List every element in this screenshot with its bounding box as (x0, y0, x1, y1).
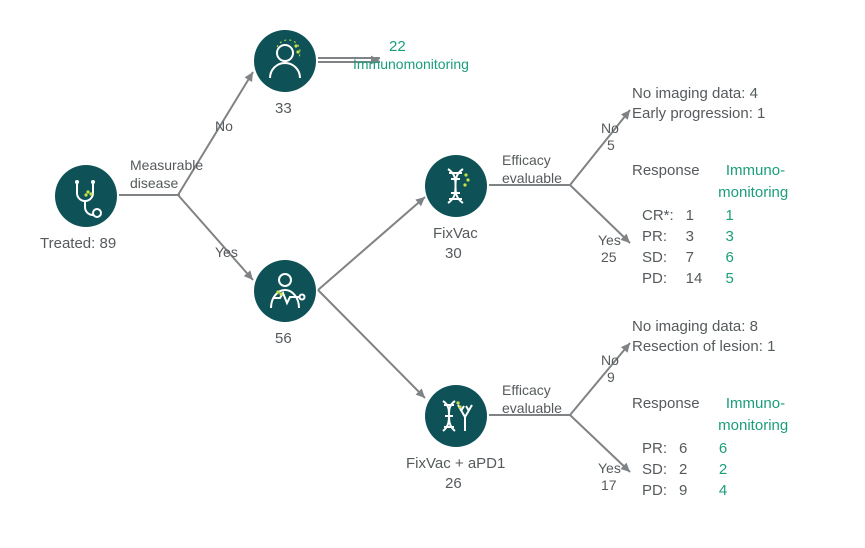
label-33: 33 (275, 100, 292, 117)
hdr-immuno-bot2: monitoring (718, 417, 788, 434)
label-yes3: Yes (598, 460, 621, 476)
label-imm22l: Immunomonitoring (353, 56, 469, 72)
node-fixvac-apd1 (425, 385, 487, 447)
top-response-table: CR*:11PR:33SD:76PD:145 (636, 205, 750, 289)
hdr-immuno-bot1: Immuno- (726, 395, 785, 412)
label-eff2b: evaluable (502, 400, 562, 416)
bot-no-0: No imaging data: 8 (632, 318, 758, 335)
top-table-header: Response Immuno- monitoring (632, 160, 788, 204)
node-yes-measurable (254, 260, 316, 322)
label-eff1b: evaluable (502, 170, 562, 186)
label-56: 56 (275, 330, 292, 347)
top-no-0: No imaging data: 4 (632, 85, 758, 102)
hdr-immuno-top2: monitoring (718, 184, 788, 201)
label-yes2v: 25 (601, 249, 617, 265)
label-treated: Treated: 89 (40, 235, 116, 252)
label-yes3v: 17 (601, 477, 617, 493)
label-imm22: 22 (389, 38, 406, 55)
hdr-response-top: Response (632, 162, 700, 179)
label-no2v: 5 (607, 137, 615, 153)
label-eff1a: Efficacy (502, 152, 551, 168)
label-disease: disease (130, 175, 178, 191)
label-no1: No (215, 118, 233, 134)
label-fixvac-top: FixVac (433, 225, 478, 242)
flowchart-stage: { "colors": { "node_fill": "#0e5257", "n… (0, 0, 865, 548)
bot-response-table: PR:66SD:22PD:94 (636, 438, 743, 501)
label-fixvac-apd1-top: FixVac + aPD1 (406, 455, 505, 472)
bot-no-1: Resection of lesion: 1 (632, 338, 775, 355)
label-no2: No (601, 120, 619, 136)
hdr-response-bot: Response (632, 395, 700, 412)
node-fixvac (425, 155, 487, 217)
label-eff2a: Efficacy (502, 382, 551, 398)
top-no-1: Early progression: 1 (632, 105, 765, 122)
bot-table-header: Response Immuno- monitoring (632, 393, 788, 437)
node-treated (55, 165, 117, 227)
hdr-immuno-top1: Immuno- (726, 162, 785, 179)
label-fixvac-bot: 30 (445, 245, 462, 262)
label-fixvac-apd1-bot: 26 (445, 475, 462, 492)
label-yes2: Yes (598, 232, 621, 248)
node-no-measurable (254, 30, 316, 92)
label-measurable: Measurable (130, 157, 203, 173)
label-no3: No (601, 352, 619, 368)
label-no3v: 9 (607, 369, 615, 385)
label-yes1: Yes (215, 244, 238, 260)
